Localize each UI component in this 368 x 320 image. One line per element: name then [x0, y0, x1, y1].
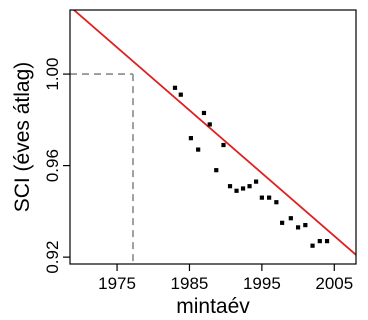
points-layer: [172, 85, 330, 248]
data-point: [253, 179, 259, 184]
y-axis-title: SCI (éves átlag): [11, 62, 34, 213]
y-axis: 0.92 0.96 1.00: [43, 58, 70, 274]
data-point: [259, 195, 264, 200]
fit-line-layer: [72, 10, 356, 256]
data-point: [310, 243, 315, 248]
y-tick-label: 0.96: [43, 149, 62, 182]
data-point: [288, 216, 293, 221]
plot-frame: [69, 9, 357, 265]
data-point: [221, 142, 226, 148]
data-point: [324, 239, 330, 244]
data-point: [227, 184, 233, 189]
x-tick-label: 1995: [243, 274, 281, 293]
x-tick-label: 1985: [171, 274, 209, 293]
data-point: [240, 186, 246, 191]
data-point: [295, 225, 301, 230]
x-tick-label: 2005: [315, 274, 353, 293]
data-point: [201, 110, 207, 116]
x-axis-title: mintaév: [176, 295, 250, 318]
x-tick-label: 1975: [98, 274, 136, 293]
y-tick-label: 0.92: [43, 241, 62, 274]
data-point: [207, 122, 212, 127]
data-point: [214, 168, 219, 173]
data-point: [188, 136, 194, 141]
data-point: [172, 85, 178, 90]
data-point: [234, 188, 239, 193]
data-point: [178, 92, 183, 97]
data-point: [317, 239, 322, 244]
data-point: [303, 222, 308, 228]
data-point: [274, 200, 279, 205]
data-point: [280, 220, 285, 225]
reference-lines: [70, 73, 134, 264]
y-tick-label: 1.00: [43, 58, 62, 91]
fit-line: [72, 10, 356, 256]
data-point: [267, 195, 272, 200]
data-point: [247, 184, 252, 189]
x-axis: 1975 1985 1995 2005: [98, 264, 353, 293]
data-point: [196, 147, 201, 152]
